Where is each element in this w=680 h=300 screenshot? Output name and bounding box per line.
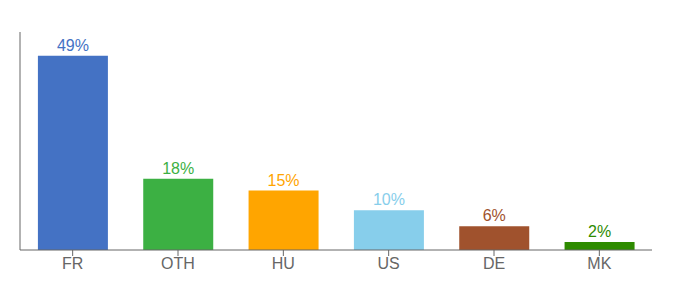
svg-text:US: US [378, 255, 400, 272]
svg-text:HU: HU [272, 255, 295, 272]
svg-text:2%: 2% [588, 223, 611, 240]
svg-text:MK: MK [587, 255, 611, 272]
svg-text:10%: 10% [373, 191, 405, 208]
svg-text:OTH: OTH [161, 255, 195, 272]
svg-text:6%: 6% [483, 207, 506, 224]
svg-text:15%: 15% [268, 172, 300, 189]
svg-text:DE: DE [483, 255, 505, 272]
svg-text:18%: 18% [162, 160, 194, 177]
svg-text:49%: 49% [57, 37, 89, 54]
svg-text:FR: FR [62, 255, 83, 272]
